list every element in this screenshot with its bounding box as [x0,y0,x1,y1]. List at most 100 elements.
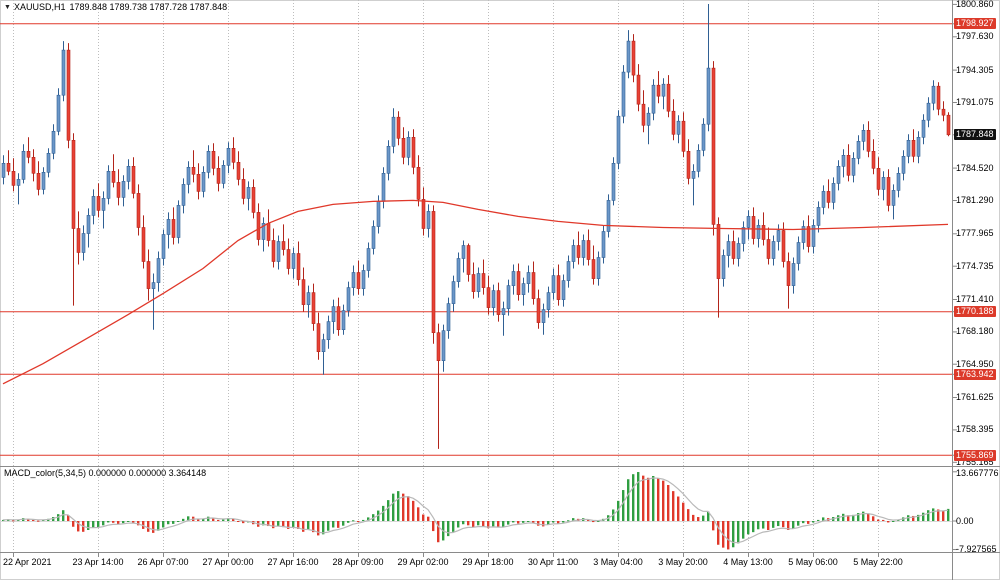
candle-body [341,310,346,331]
candle-body [426,211,431,229]
candle-body [521,283,526,295]
candle-body [16,179,21,186]
candle-body [146,261,151,289]
macd-bar [267,521,270,527]
macd-bar [677,496,680,521]
candle-body [436,332,441,362]
candle-body [171,219,176,238]
price-level-tag: 1763.942 [954,368,996,380]
macd-bar [682,502,685,521]
candle-body [361,270,366,289]
macd-bar [812,521,815,523]
candle-body [406,137,411,158]
macd-bar [32,519,35,521]
price-axis[interactable]: 1800.860 1797.630 1794.305 1791.075 1784.520… [953,0,1000,580]
macd-bar [197,518,200,521]
candle-body [481,273,486,288]
macd-bar [282,521,285,528]
candle-body [861,130,866,142]
macd-bar [277,521,280,527]
macd-bar [107,521,110,523]
candle-body [781,230,786,262]
macd-bar [242,521,245,524]
time-axis[interactable]: 22 Apr 2021 23 Apr 14:00 26 Apr 07:00 27 Ap… [0,554,952,580]
macd-bar [512,521,515,523]
candle-body [321,339,326,353]
macd-bar [217,519,220,521]
macd-bar [172,521,175,524]
price-tick-label: 1764.950 [956,358,994,369]
macd-bar [702,515,705,521]
macd-tick-label: -7.927565 [956,544,997,555]
macd-bar [27,518,30,521]
candle-body [111,171,116,183]
candle-body [306,292,311,305]
one-click-trading-toggle-icon[interactable]: ▼ [4,4,11,11]
candle-body [771,241,776,259]
candle-body [651,84,656,114]
candle-body [31,157,36,174]
macd-bar [447,521,450,537]
candle-body [806,226,811,247]
candle-body [286,249,291,269]
macd-bar [672,491,675,521]
macd-bar [262,521,265,526]
candle-body [301,279,306,305]
time-label: 3 May 20:00 [658,557,708,567]
price-tick-label: 1794.305 [956,64,994,75]
candle-body [161,234,166,259]
candle-body [601,231,606,258]
macd-bar [327,521,330,531]
candle-body [56,94,61,132]
macd-bar [162,521,165,528]
macd-bar [122,521,125,524]
time-label: 5 May 06:00 [788,557,838,567]
candle-body [636,74,641,105]
macd-bar [427,516,430,521]
candle-body [466,245,471,275]
candle-body [71,140,76,229]
candle-body [386,146,391,174]
price-tick-label: 1755.165 [956,456,994,467]
macd-bar [497,521,500,528]
time-label: 4 May 13:00 [723,557,773,567]
time-label: 22 Apr 2021 [3,557,52,567]
macd-bar [572,518,575,521]
macd-bar [322,521,325,535]
macd-bar [867,513,870,521]
macd-bar [727,521,730,550]
candle-body [871,151,876,169]
candle-body [271,240,276,262]
macd-bar [777,521,780,527]
candle-body [446,303,451,332]
time-label: 23 Apr 14:00 [72,557,124,567]
candle-body [216,168,221,184]
time-label: 3 May 04:00 [593,557,643,567]
candle-body [816,207,821,226]
candle-body [716,224,721,279]
macd-bar [762,521,765,529]
time-label: 27 Apr 16:00 [267,557,319,567]
macd-bar [312,521,315,533]
candle-body [136,193,141,228]
candle-body [116,182,121,198]
candle-body [541,309,546,323]
candle-body [786,261,791,286]
macd-bar [642,475,645,521]
candle-body [526,272,531,284]
time-label: 28 Apr 09:00 [332,557,384,567]
macd-bar [387,500,390,521]
candle-body [376,201,381,227]
macd-bar [347,521,350,523]
candle-body [566,261,571,281]
price-tick-label: 1781.290 [956,195,994,205]
candle-body [416,167,421,200]
candle-body [831,183,836,203]
macd-bar [212,517,215,521]
macd-bar [297,521,300,529]
candle-body [391,116,396,147]
macd-bar [507,521,510,525]
candle-body [661,83,666,97]
macd-bar [142,521,145,529]
